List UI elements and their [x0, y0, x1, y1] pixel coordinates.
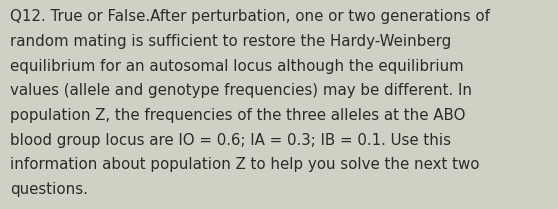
Text: blood group locus are IO = 0.6; IA = 0.3; IB = 0.1. Use this: blood group locus are IO = 0.6; IA = 0.3… [10, 133, 451, 148]
Text: Q12. True or False.After perturbation, one or two generations of: Q12. True or False.After perturbation, o… [10, 9, 490, 24]
Text: information about population Z to help you solve the next two: information about population Z to help y… [10, 157, 479, 172]
Text: population Z, the frequencies of the three alleles at the ABO: population Z, the frequencies of the thr… [10, 108, 465, 123]
Text: values (allele and genotype frequencies) may be different. In: values (allele and genotype frequencies)… [10, 83, 472, 98]
Text: questions.: questions. [10, 182, 88, 197]
Text: random mating is sufficient to restore the Hardy-Weinberg: random mating is sufficient to restore t… [10, 34, 451, 49]
Text: equilibrium for an autosomal locus although the equilibrium: equilibrium for an autosomal locus altho… [10, 59, 464, 74]
